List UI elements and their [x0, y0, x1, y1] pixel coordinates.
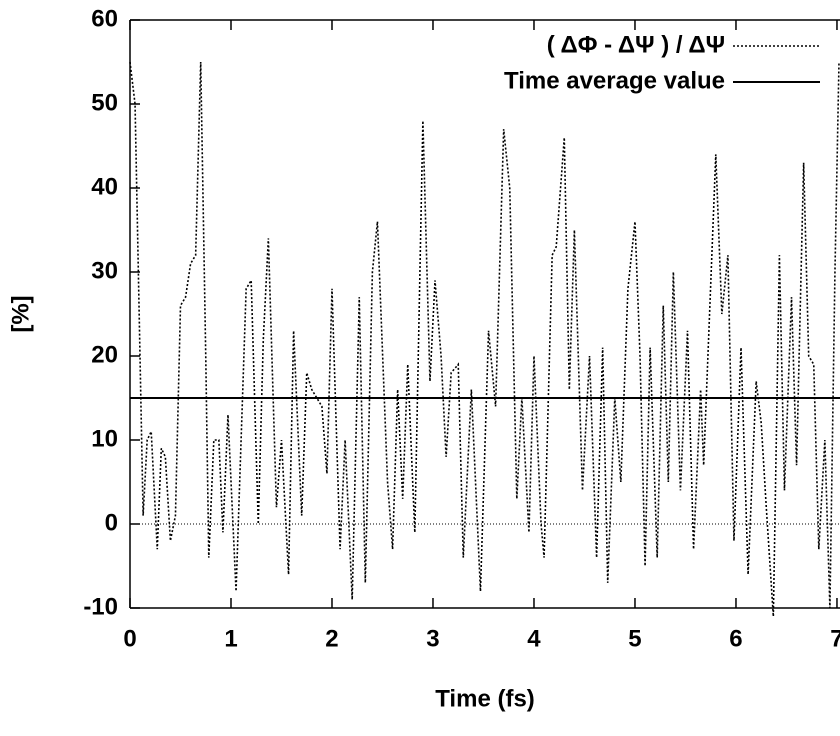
legend-label: ( ΔΦ - ΔΨ ) / ΔΨ [547, 31, 725, 58]
x-tick-label: 6 [729, 625, 742, 652]
x-axis-label: Time (fs) [435, 685, 535, 712]
y-tick-label: 0 [105, 509, 118, 536]
x-tick-label: 2 [325, 625, 338, 652]
y-tick-label: 20 [91, 341, 118, 368]
x-tick-label: 7 [830, 625, 840, 652]
legend-label: Time average value [504, 67, 725, 94]
x-tick-label: 1 [224, 625, 237, 652]
x-tick-label: 5 [628, 625, 641, 652]
x-tick-label: 0 [123, 625, 136, 652]
y-tick-label: 10 [91, 425, 118, 452]
series-line [129, 61, 840, 617]
x-tick-label: 4 [527, 625, 541, 652]
x-tick-label: 3 [426, 625, 439, 652]
y-tick-label: 60 [91, 5, 118, 32]
y-tick-label: -10 [83, 593, 118, 620]
y-tick-label: 40 [91, 173, 118, 200]
y-axis-label: [%] [7, 295, 34, 332]
y-tick-label: 50 [91, 89, 118, 116]
y-tick-label: 30 [91, 257, 118, 284]
